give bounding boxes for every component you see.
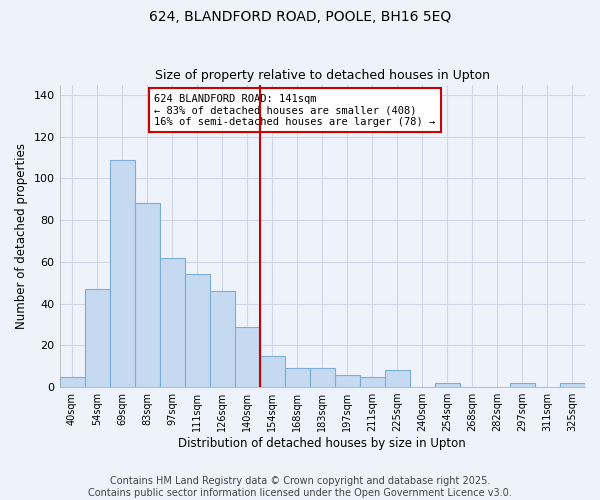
Bar	[59, 376, 85, 387]
Bar	[360, 376, 385, 387]
Title: Size of property relative to detached houses in Upton: Size of property relative to detached ho…	[155, 69, 490, 82]
Text: 624, BLANDFORD ROAD, POOLE, BH16 5EQ: 624, BLANDFORD ROAD, POOLE, BH16 5EQ	[149, 10, 451, 24]
Bar	[385, 370, 410, 387]
Bar	[285, 368, 310, 387]
Text: Contains HM Land Registry data © Crown copyright and database right 2025.
Contai: Contains HM Land Registry data © Crown c…	[88, 476, 512, 498]
Bar	[209, 291, 235, 387]
Bar	[235, 326, 260, 387]
Bar	[560, 383, 585, 387]
Text: 624 BLANDFORD ROAD: 141sqm
← 83% of detached houses are smaller (408)
16% of sem: 624 BLANDFORD ROAD: 141sqm ← 83% of deta…	[154, 94, 436, 127]
Bar	[310, 368, 335, 387]
Bar	[110, 160, 134, 387]
Bar	[185, 274, 209, 387]
Bar	[134, 204, 160, 387]
X-axis label: Distribution of detached houses by size in Upton: Distribution of detached houses by size …	[178, 437, 466, 450]
Bar	[260, 356, 285, 387]
Bar	[510, 383, 535, 387]
Bar	[85, 289, 110, 387]
Bar	[435, 383, 460, 387]
Y-axis label: Number of detached properties: Number of detached properties	[15, 143, 28, 329]
Bar	[335, 374, 360, 387]
Bar	[160, 258, 185, 387]
